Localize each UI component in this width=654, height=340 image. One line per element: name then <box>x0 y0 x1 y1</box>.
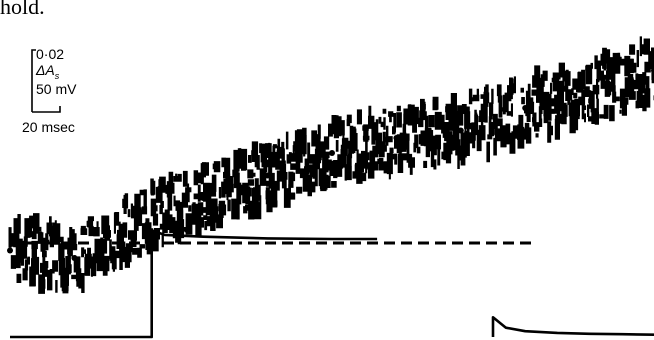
absorbance-point <box>7 247 13 254</box>
absorbance-point <box>586 90 593 96</box>
absorbance-point <box>135 217 142 224</box>
absorbance-point <box>329 150 335 156</box>
absorbance-point <box>522 105 529 111</box>
calibration-vertical-bar <box>31 49 36 112</box>
delta-a-symbol: ΔA <box>36 62 55 78</box>
absorbance-scale-value: 0·02 <box>36 46 65 62</box>
absorbance-noise-band <box>8 36 654 294</box>
voltage-scale-label: 50 mV <box>36 81 77 97</box>
absorbance-trace <box>7 36 654 294</box>
absorbance-point <box>651 67 654 74</box>
time-scale-label: 20 msec <box>22 119 75 135</box>
voltage-tail-trace <box>491 316 654 337</box>
delta-a-subscript: s <box>54 70 60 81</box>
calibration-lines <box>31 49 61 113</box>
absorbance-scale-symbol: ΔAs <box>36 62 59 81</box>
absorbance-point <box>457 127 464 134</box>
calibration-horizontal-bar <box>32 106 61 113</box>
page-text-fragment: hold. <box>0 0 45 19</box>
absorbance-point <box>200 195 207 201</box>
voltage-trace-layer <box>10 229 654 339</box>
absorbance-point <box>393 135 400 141</box>
absorbance-point <box>71 255 78 261</box>
absorbance-point <box>264 172 271 179</box>
voltage-pulse-trace <box>10 229 378 339</box>
